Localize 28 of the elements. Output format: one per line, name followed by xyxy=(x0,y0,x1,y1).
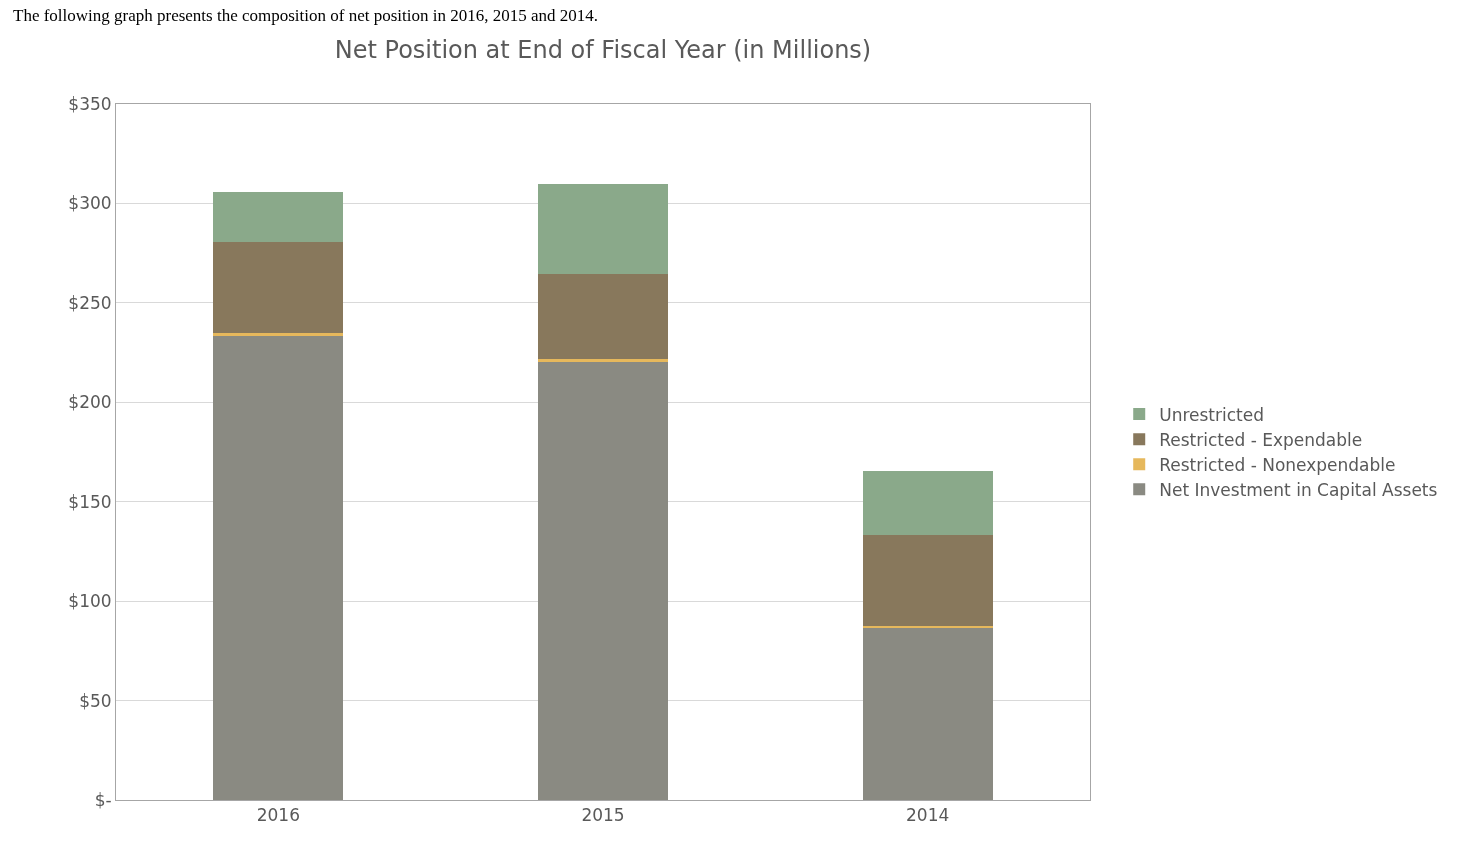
legend-label: Restricted - Expendable xyxy=(1159,429,1363,450)
legend-label: Net Investment in Capital Assets xyxy=(1159,479,1438,500)
y-tick-label: $300 xyxy=(68,193,112,214)
bar xyxy=(862,534,993,626)
bar xyxy=(213,241,344,334)
chart-title: Net Position at End of Fiscal Year (in Millions) xyxy=(334,36,872,65)
legend-label: Restricted - Nonexpendable xyxy=(1159,454,1396,475)
bar xyxy=(213,335,344,800)
bar xyxy=(213,192,344,242)
y-tick-label: $100 xyxy=(68,591,112,612)
x-tick-label: 2015 xyxy=(581,805,625,826)
y-tick-label: $200 xyxy=(68,392,112,413)
bar xyxy=(862,470,993,535)
bar xyxy=(538,273,668,360)
legend-label: Unrestricted xyxy=(1159,404,1265,425)
bar xyxy=(862,627,993,800)
bar xyxy=(538,361,668,800)
x-tick-label: 2016 xyxy=(256,805,300,826)
y-tick-label: $350 xyxy=(68,93,112,114)
bar xyxy=(538,184,668,274)
y-tick-label: $150 xyxy=(68,491,112,512)
x-tick-label: 2014 xyxy=(906,805,950,826)
y-tick-label: $250 xyxy=(68,292,112,313)
y-tick-label: $- xyxy=(94,789,112,810)
bar xyxy=(213,333,344,336)
text: The following graph presents the composition of net position in 2016, 2015 and 2014. xyxy=(13,6,599,25)
y-tick-label: $50 xyxy=(79,690,112,711)
bar xyxy=(538,359,668,362)
